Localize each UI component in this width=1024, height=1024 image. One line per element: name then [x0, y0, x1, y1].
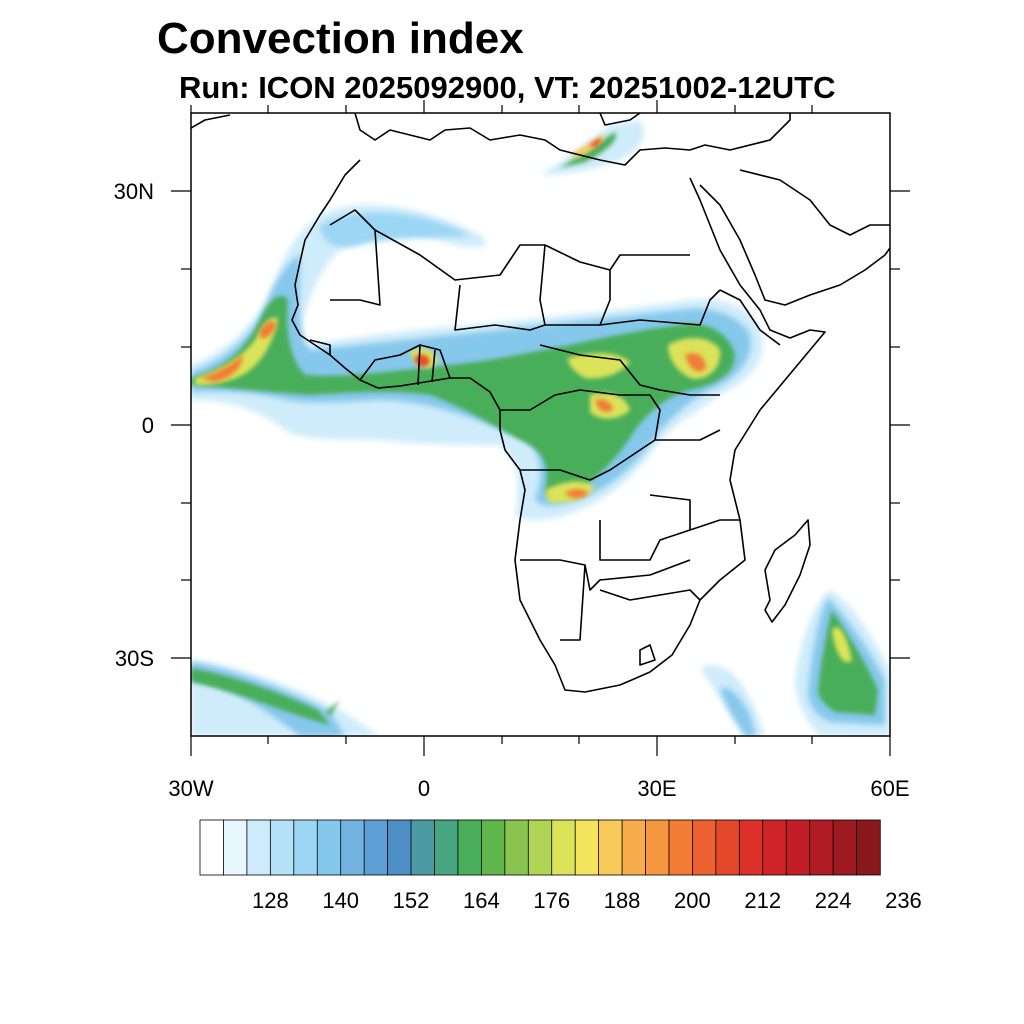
colorbar-label: 188 — [603, 888, 641, 913]
lat-label-equator: 0 — [141, 413, 154, 438]
colorbar-swatch — [199, 819, 225, 876]
colorbar-swatch — [738, 819, 764, 876]
colorbar — [199, 819, 881, 876]
colorbar-swatch — [645, 819, 670, 876]
colorbar-swatch — [434, 819, 459, 876]
colorbar-label: 152 — [392, 888, 430, 913]
lon-label-30e: 30E — [637, 776, 677, 801]
colorbar-swatch — [598, 819, 623, 876]
colorbar-swatch — [223, 819, 248, 876]
axis-ticks — [171, 100, 910, 756]
colorbar-swatch — [785, 819, 811, 876]
colorbar-swatch — [504, 819, 529, 876]
colorbar-swatch — [363, 819, 389, 876]
colorbar-swatch — [527, 819, 553, 876]
colorbar-swatch — [551, 819, 576, 876]
colorbar-swatch — [856, 819, 881, 876]
colorbar-swatch — [809, 819, 834, 876]
coastlines — [191, 113, 890, 693]
colorbar-swatch — [480, 819, 506, 876]
map-title: Convection index — [157, 14, 524, 63]
colorbar-swatch — [246, 819, 272, 876]
lon-label-prime-meridian: 0 — [417, 776, 431, 801]
colorbar-swatch — [762, 819, 787, 876]
colorbar-swatch — [387, 819, 412, 876]
colorbar-swatch — [269, 819, 295, 876]
colorbar-swatch — [621, 819, 647, 876]
colorbar-swatch — [715, 819, 741, 876]
lon-label-30w: 30W — [168, 776, 214, 801]
colorbar-label: 224 — [814, 888, 852, 913]
lat-label-30n: 30N — [113, 179, 154, 204]
lat-label-30s: 30S — [114, 646, 154, 671]
colorbar-swatch — [832, 819, 858, 876]
lon-label-60e: 60E — [870, 776, 910, 801]
colorbar-swatch — [410, 819, 436, 876]
colorbar-label: 200 — [674, 888, 711, 913]
colorbar-label: 212 — [744, 888, 782, 913]
colorbar-label: 128 — [251, 888, 289, 913]
colorbar-swatch — [293, 819, 318, 876]
colorbar-swatch — [574, 819, 600, 876]
map-subtitle: Run: ICON 2025092900, VT: 20251002-12UTC — [179, 70, 836, 105]
colorbar-label: 164 — [463, 888, 500, 913]
colorbar-label: 236 — [885, 888, 922, 913]
colorbar-swatch — [340, 819, 365, 876]
colorbar-label: 140 — [322, 888, 360, 913]
colorbar-swatch — [668, 819, 694, 876]
colorbar-swatch — [316, 819, 342, 876]
colorbar-label: 176 — [533, 888, 571, 913]
convection-field — [191, 120, 890, 736]
colorbar-swatch — [457, 819, 483, 876]
colorbar-swatch — [692, 819, 717, 876]
